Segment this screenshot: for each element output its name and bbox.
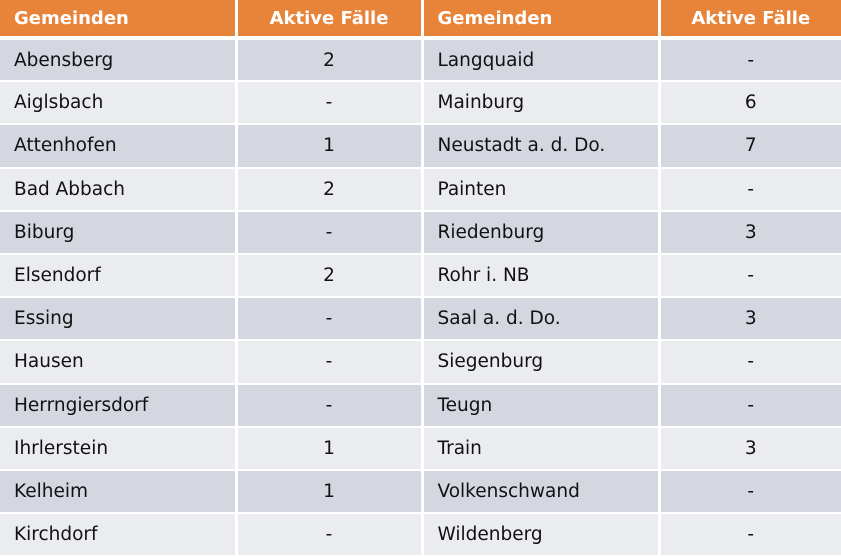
active-cases-cell: 3	[659, 210, 841, 255]
table-row: Hausen - Siegenburg -	[0, 340, 841, 385]
header-gemeinden: Gemeinden	[0, 0, 238, 40]
municipality-cell: Kelheim	[0, 469, 238, 515]
municipality-cell: Abensberg	[0, 38, 238, 83]
municipality-cell: Volkenschwand	[422, 469, 661, 515]
active-cases-cell: -	[236, 210, 424, 255]
active-cases-cell: 2	[236, 38, 424, 83]
header-gemeinden: Gemeinden	[422, 0, 661, 40]
municipality-cell: Mainburg	[422, 81, 661, 126]
municipality-cell: Neustadt a. d. Do.	[422, 124, 661, 169]
municipality-cell: Hausen	[0, 340, 238, 385]
table-row: Aiglsbach - Mainburg 6	[0, 81, 841, 126]
active-cases-cell: -	[659, 253, 841, 299]
municipality-cell: Train	[422, 426, 661, 471]
active-cases-cell: -	[659, 383, 841, 428]
active-cases-cell: -	[236, 513, 424, 557]
municipality-cell: Herrngiersdorf	[0, 383, 238, 428]
table-row: Biburg - Riedenburg 3	[0, 210, 841, 255]
municipality-cell: Biburg	[0, 210, 238, 255]
municipality-cell: Rohr i. NB	[422, 253, 661, 299]
table-row: Attenhofen 1 Neustadt a. d. Do. 7	[0, 124, 841, 169]
active-cases-cell: -	[236, 340, 424, 385]
table-row: Kelheim 1 Volkenschwand -	[0, 469, 841, 515]
municipality-cell: Riedenburg	[422, 210, 661, 255]
municipality-cell: Ihrlerstein	[0, 426, 238, 471]
municipality-cell: Siegenburg	[422, 340, 661, 385]
municipality-cell: Langquaid	[422, 38, 661, 83]
municipality-cell: Saal a. d. Do.	[422, 297, 661, 342]
active-cases-cell: 6	[659, 81, 841, 126]
active-cases-cell: -	[659, 167, 841, 212]
table-row: Abensberg 2 Langquaid -	[0, 38, 841, 83]
municipality-cell: Kirchdorf	[0, 513, 238, 557]
header-aktive-faelle: Aktive Fälle	[659, 0, 841, 40]
table-row: Ihrlerstein 1 Train 3	[0, 426, 841, 471]
municipality-cell: Teugn	[422, 383, 661, 428]
municipality-cell: Bad Abbach	[0, 167, 238, 212]
header-row: Gemeinden Aktive Fälle Gemeinden Aktive …	[0, 0, 841, 40]
header-aktive-faelle: Aktive Fälle	[236, 0, 424, 40]
municipality-cell: Wildenberg	[422, 513, 661, 557]
table-row: Herrngiersdorf - Teugn -	[0, 383, 841, 428]
municipality-cell: Painten	[422, 167, 661, 212]
municipality-cell: Essing	[0, 297, 238, 342]
active-cases-cell: -	[236, 297, 424, 342]
table-row: Essing - Saal a. d. Do. 3	[0, 297, 841, 342]
active-cases-cell: 3	[659, 426, 841, 471]
active-cases-cell: -	[659, 340, 841, 385]
active-cases-cell: -	[659, 469, 841, 515]
active-cases-cell: 2	[236, 253, 424, 299]
municipality-cell: Attenhofen	[0, 124, 238, 169]
table-row: Bad Abbach 2 Painten -	[0, 167, 841, 212]
active-cases-cell: 1	[236, 124, 424, 169]
municipality-cell: Elsendorf	[0, 253, 238, 299]
table-row: Kirchdorf - Wildenberg -	[0, 513, 841, 557]
active-cases-cell: 1	[236, 426, 424, 471]
active-cases-cell: 2	[236, 167, 424, 212]
active-cases-cell: -	[236, 81, 424, 126]
table-row: Elsendorf 2 Rohr i. NB -	[0, 253, 841, 299]
active-cases-cell: 7	[659, 124, 841, 169]
active-cases-cell: -	[659, 38, 841, 83]
municipality-cell: Aiglsbach	[0, 81, 238, 126]
active-cases-cell: -	[659, 513, 841, 557]
active-cases-cell: 3	[659, 297, 841, 342]
active-cases-cell: 1	[236, 469, 424, 515]
active-cases-cell: -	[236, 383, 424, 428]
